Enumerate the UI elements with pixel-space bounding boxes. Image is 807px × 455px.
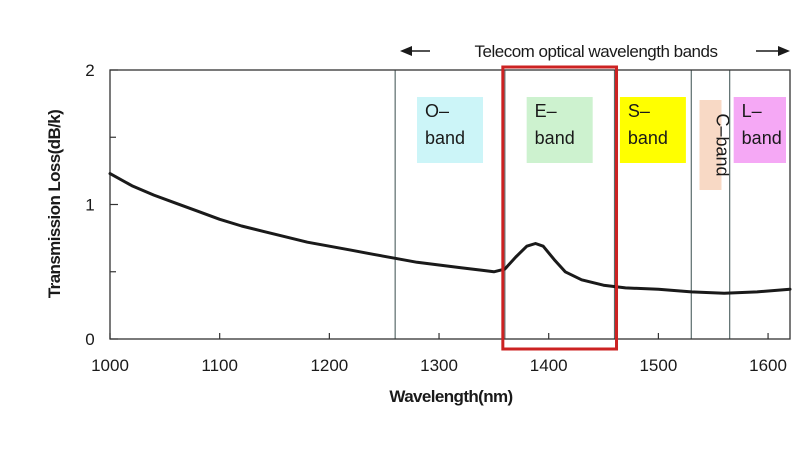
e-band-label-line1: E– xyxy=(535,101,557,121)
e-band-box xyxy=(526,97,593,163)
x-tick-label-1000: 1000 xyxy=(91,356,129,375)
y-tick-label-0: 0 xyxy=(85,330,94,349)
x-tick-label-1100: 1100 xyxy=(201,356,238,375)
o-band-label-line2: band xyxy=(425,128,465,148)
x-tick-label-1500: 1500 xyxy=(639,356,677,375)
l-band-box xyxy=(733,97,786,163)
c-band-box xyxy=(699,100,722,190)
y-axis-label: Transmission Loss(dB/k) xyxy=(45,110,64,298)
x-axis-label: Wavelength(nm) xyxy=(389,387,512,406)
l-band-label-line2: band xyxy=(742,128,782,148)
l-band-label-line1: L– xyxy=(742,101,762,121)
s-band-label-line1: S– xyxy=(628,101,650,121)
s-band-box xyxy=(619,97,686,163)
loss-curve-line xyxy=(108,172,792,295)
telecom-arrow-left-head xyxy=(400,46,412,56)
x-tick-label-1600: 1600 xyxy=(749,356,787,375)
telecom-arrow-right-head xyxy=(778,46,790,56)
x-tick-label-1400: 1400 xyxy=(530,356,568,375)
c-band-label: C–band xyxy=(712,113,732,176)
o-band-label-line1: O– xyxy=(425,101,449,121)
telecom-bands-header: Telecom optical wavelength bands xyxy=(475,42,718,61)
y-tick-label-1: 1 xyxy=(85,196,94,215)
y-tick-label-2: 2 xyxy=(85,61,94,80)
o-band-box xyxy=(417,97,483,163)
s-band-label-line2: band xyxy=(628,128,668,148)
x-tick-label-1300: 1300 xyxy=(420,356,458,375)
e-band-highlight-box xyxy=(501,65,619,351)
e-band-label-line2: band xyxy=(535,128,575,148)
x-tick-label-1200: 1200 xyxy=(310,356,348,375)
